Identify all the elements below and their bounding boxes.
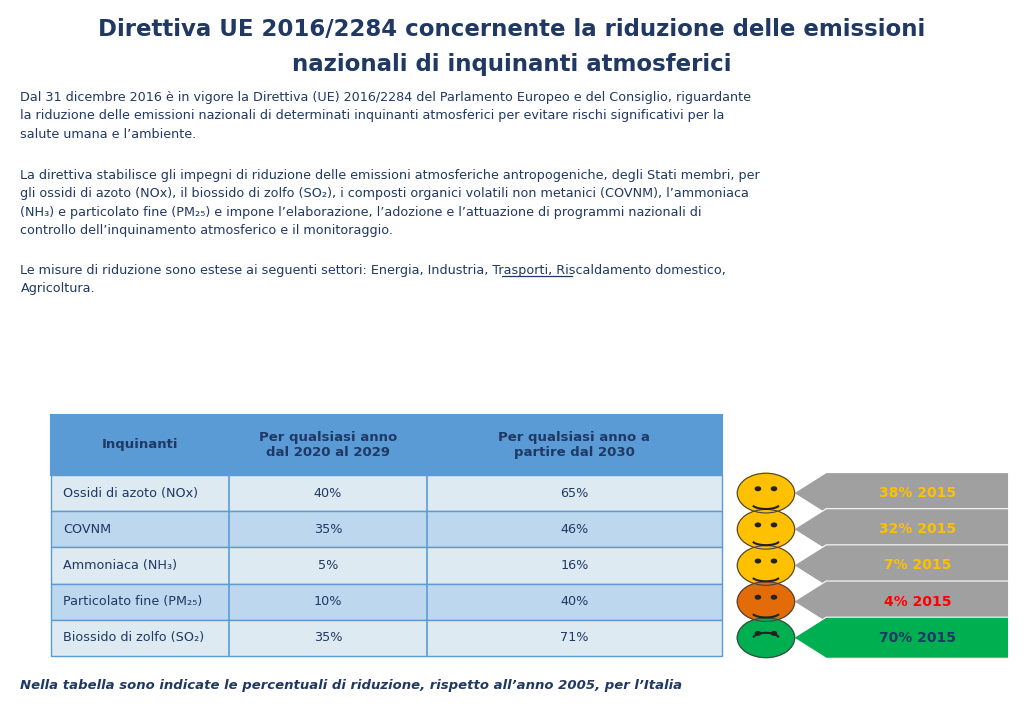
Circle shape bbox=[771, 632, 776, 635]
Text: Le misure di riduzione sono estese ai seguenti settori: Energia, Industria, Tras: Le misure di riduzione sono estese ai se… bbox=[20, 264, 726, 295]
Circle shape bbox=[737, 618, 795, 658]
Circle shape bbox=[771, 559, 776, 563]
Text: nazionali di inquinanti atmosferici: nazionali di inquinanti atmosferici bbox=[292, 53, 732, 76]
Text: Dal 31 dicembre 2016 è in vigore la Direttiva (UE) 2016/2284 del Parlamento Euro: Dal 31 dicembre 2016 è in vigore la Dire… bbox=[20, 91, 752, 141]
Bar bbox=[51, 475, 722, 511]
Text: Nella tabella sono indicate le percentuali di riduzione, rispetto all’anno 2005,: Nella tabella sono indicate le percentua… bbox=[20, 679, 683, 692]
Text: 10%: 10% bbox=[313, 595, 342, 608]
Text: 65%: 65% bbox=[560, 486, 589, 500]
Text: Biossido di zolfo (SO₂): Biossido di zolfo (SO₂) bbox=[63, 631, 205, 644]
Circle shape bbox=[771, 487, 776, 491]
Circle shape bbox=[771, 523, 776, 527]
Text: COVNM: COVNM bbox=[63, 523, 112, 536]
Text: Per qualsiasi anno
dal 2020 al 2029: Per qualsiasi anno dal 2020 al 2029 bbox=[259, 431, 397, 459]
Polygon shape bbox=[794, 617, 1009, 658]
Circle shape bbox=[756, 487, 761, 491]
Circle shape bbox=[737, 581, 795, 621]
Circle shape bbox=[756, 559, 761, 563]
Text: 32% 2015: 32% 2015 bbox=[879, 523, 956, 536]
Polygon shape bbox=[794, 472, 1009, 513]
Bar bbox=[51, 511, 722, 547]
Text: 46%: 46% bbox=[560, 523, 589, 536]
Bar bbox=[51, 547, 722, 584]
Circle shape bbox=[737, 474, 795, 513]
Text: La direttiva stabilisce gli impegni di riduzione delle emissioni atmosferiche an: La direttiva stabilisce gli impegni di r… bbox=[20, 169, 760, 238]
Text: Ossidi di azoto (NOx): Ossidi di azoto (NOx) bbox=[63, 486, 199, 500]
Circle shape bbox=[771, 596, 776, 599]
Text: 71%: 71% bbox=[560, 631, 589, 644]
Text: 38% 2015: 38% 2015 bbox=[879, 486, 956, 500]
Circle shape bbox=[756, 632, 761, 635]
Polygon shape bbox=[794, 545, 1009, 586]
Polygon shape bbox=[794, 509, 1009, 550]
Bar bbox=[51, 584, 722, 620]
Text: Direttiva UE 2016/2284 concernente la riduzione delle emissioni: Direttiva UE 2016/2284 concernente la ri… bbox=[98, 18, 926, 40]
Text: Particolato fine (PM₂₅): Particolato fine (PM₂₅) bbox=[63, 595, 203, 608]
Text: Ammoniaca (NH₃): Ammoniaca (NH₃) bbox=[63, 559, 177, 572]
Text: 4% 2015: 4% 2015 bbox=[884, 595, 951, 608]
Polygon shape bbox=[794, 581, 1009, 623]
Text: Inquinanti: Inquinanti bbox=[101, 438, 178, 452]
Circle shape bbox=[756, 596, 761, 599]
Text: 40%: 40% bbox=[313, 486, 342, 500]
Bar bbox=[51, 620, 722, 656]
Circle shape bbox=[737, 510, 795, 549]
Circle shape bbox=[756, 523, 761, 527]
Text: 70% 2015: 70% 2015 bbox=[879, 631, 956, 644]
Text: 7% 2015: 7% 2015 bbox=[884, 559, 951, 572]
Text: Per qualsiasi anno a
partire dal 2030: Per qualsiasi anno a partire dal 2030 bbox=[499, 431, 650, 459]
Text: 16%: 16% bbox=[560, 559, 589, 572]
Text: 35%: 35% bbox=[313, 631, 342, 644]
Text: 5%: 5% bbox=[317, 559, 338, 572]
Text: 35%: 35% bbox=[313, 523, 342, 536]
Text: 40%: 40% bbox=[560, 595, 589, 608]
Circle shape bbox=[737, 546, 795, 586]
Bar bbox=[51, 415, 722, 475]
